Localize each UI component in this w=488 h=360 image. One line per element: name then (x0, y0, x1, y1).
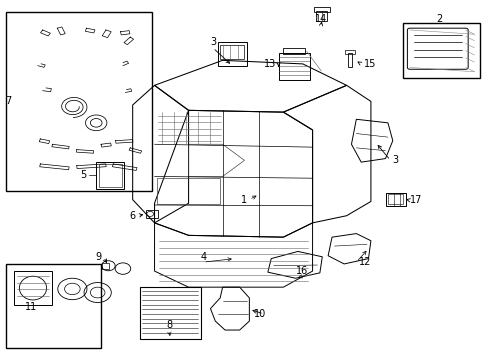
Text: 6: 6 (129, 211, 135, 221)
Text: 2: 2 (435, 14, 441, 23)
Bar (387, 194, 403, 204)
Text: 16: 16 (295, 266, 307, 276)
Text: 9: 9 (95, 252, 101, 262)
Bar (313, 7, 329, 12)
Bar (99, 164, 122, 187)
Bar (96, 162, 124, 189)
Bar (102, 263, 109, 269)
Text: 17: 17 (409, 195, 421, 204)
Bar (146, 210, 158, 217)
Text: 8: 8 (166, 320, 172, 330)
Text: 1: 1 (241, 195, 247, 204)
Text: 7: 7 (5, 96, 11, 107)
Bar (220, 45, 244, 59)
Text: 5: 5 (80, 170, 86, 180)
Text: 3: 3 (392, 156, 398, 165)
Bar (6, 12, 152, 191)
Text: 13: 13 (264, 59, 276, 69)
Text: 10: 10 (254, 309, 266, 319)
Text: 15: 15 (363, 59, 375, 69)
Bar (283, 48, 305, 54)
Text: 12: 12 (358, 257, 370, 267)
Bar (140, 287, 201, 339)
Text: 4: 4 (200, 252, 206, 262)
Bar (217, 42, 246, 66)
Bar (14, 271, 52, 305)
Text: 3: 3 (209, 37, 216, 48)
Bar (345, 50, 354, 54)
Bar (278, 53, 309, 80)
Text: 14: 14 (315, 14, 327, 23)
Bar (385, 193, 405, 206)
Text: 11: 11 (25, 302, 37, 312)
Bar (316, 12, 326, 21)
Bar (347, 53, 352, 67)
Bar (402, 23, 479, 78)
Bar (6, 264, 101, 348)
